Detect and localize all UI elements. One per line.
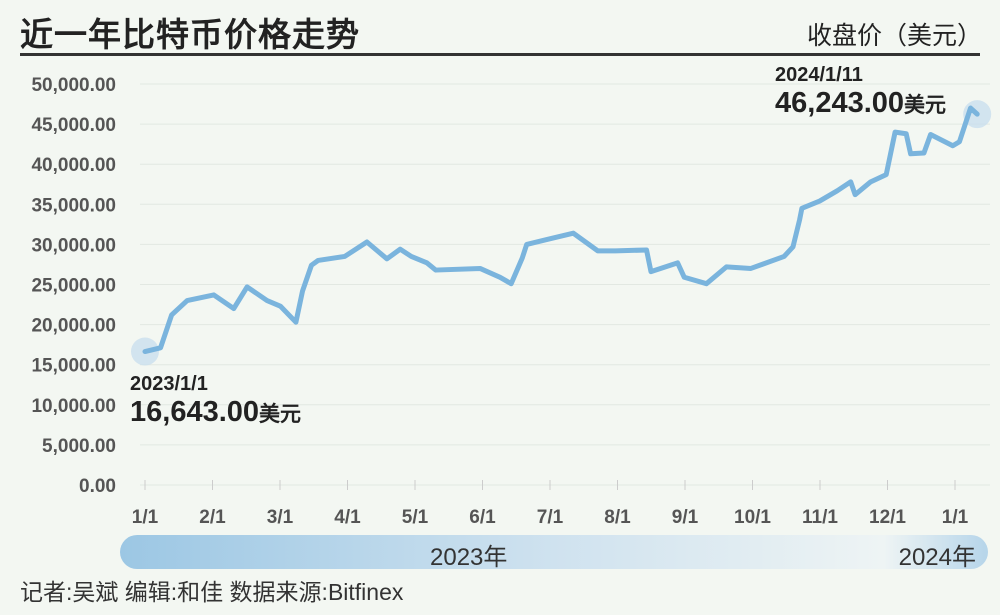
year-band	[120, 535, 988, 569]
year-2023-label: 2023年	[430, 544, 508, 571]
y-tick-label: 45,000.00	[31, 115, 116, 136]
x-tick-label: 9/1	[672, 507, 699, 528]
end-date: 2024/1/11	[775, 64, 863, 86]
y-tick-label: 5,000.00	[42, 436, 116, 457]
start-unit: 美元	[259, 403, 302, 426]
title-divider	[20, 53, 980, 56]
x-tick-label: 1/1	[942, 507, 969, 528]
end-unit: 美元	[904, 94, 947, 117]
year-2024-label: 2024年	[898, 544, 976, 571]
x-tick-label: 4/1	[334, 507, 361, 528]
y-tick-label: 25,000.00	[31, 276, 116, 297]
start-value: 16,643.00	[130, 396, 260, 428]
end-annotation: 2024/1/11 46,243.00美元	[775, 64, 946, 120]
y-tick-label: 30,000.00	[31, 235, 116, 256]
price-line	[142, 105, 980, 355]
x-tick-label: 3/1	[267, 507, 294, 528]
y-tick-label: 10,000.00	[31, 396, 116, 417]
x-tick-label: 11/1	[802, 507, 838, 528]
x-tick-label: 6/1	[469, 507, 496, 528]
x-tick-label: 8/1	[604, 507, 631, 528]
y-tick-label: 35,000.00	[31, 195, 116, 216]
end-value: 46,243.00	[775, 87, 905, 119]
x-tick-label: 7/1	[537, 507, 564, 528]
start-annotation: 2023/1/1 16,643.00美元	[130, 373, 301, 429]
start-date: 2023/1/1	[130, 373, 208, 395]
y-tick-label: 40,000.00	[31, 155, 116, 176]
y-tick-label: 0.00	[79, 476, 116, 497]
x-tick-label: 12/1	[869, 507, 906, 528]
y-tick-label: 50,000.00	[31, 75, 116, 96]
page-title: 近一年比特币价格走势	[20, 16, 360, 53]
y-tick-label: 20,000.00	[31, 316, 116, 337]
x-tick-label: 1/1	[132, 507, 159, 528]
price-chart: 0.00 5,000.00 10,000.00 15,000.00 20,000.00 2…	[31, 75, 992, 528]
x-tick-label: 2/1	[199, 507, 226, 528]
x-tick-label: 5/1	[402, 507, 429, 528]
x-tick-label: 10/1	[734, 507, 771, 528]
unit-label: 收盘价（美元）	[806, 22, 982, 50]
credit-line: 记者:吴斌 编辑:和佳 数据来源:Bitfinex	[20, 579, 404, 605]
y-tick-label: 15,000.00	[31, 356, 116, 377]
